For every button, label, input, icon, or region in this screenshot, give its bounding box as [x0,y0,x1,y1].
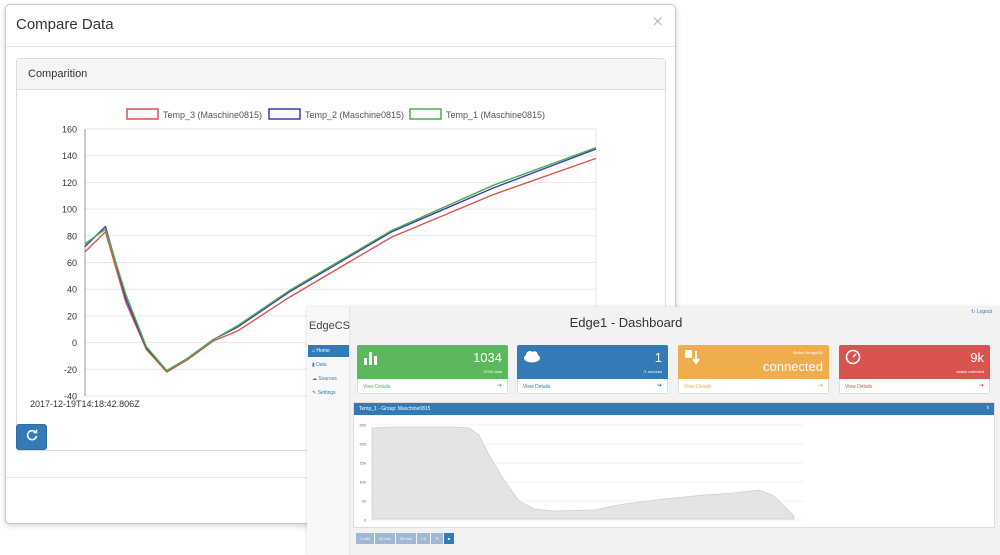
card-subtext: /1 sources [643,369,662,374]
legend-label: Temp_3 (Maschine0815) [163,110,262,120]
y-tick-label: -40 [64,392,77,402]
wrench-icon: ✎ [312,390,318,396]
stop-icon[interactable]: ■ [443,533,455,544]
range-30min-button[interactable]: 30 min [395,533,416,544]
y-tick-label: 120 [62,178,77,188]
series-line-1 [84,157,597,373]
arrow-circle-icon: ➔ [656,383,662,389]
range-1h-button[interactable]: 1 h [416,533,431,544]
y-tick-label: 100 [359,480,366,485]
arrow-circle-icon: ➔ [496,383,502,389]
y-tick-label: 250 [359,423,366,428]
series-line-3 [84,147,597,372]
logout-link[interactable]: ↻ Logout [971,309,992,315]
y-tick-label: 0 [72,338,77,348]
range-button-group: 1 min 15 min 30 min 1 h ↻ ■ [356,533,455,544]
y-tick-label: 150 [359,461,366,466]
cloud-icon [523,349,541,368]
home-icon: ⌂ [312,348,317,354]
cloud-icon: ☁ [312,376,319,382]
card-value: 1 [654,350,662,365]
legend-label: Temp_1 (Maschine0815) [446,110,545,120]
legend-swatch [268,108,301,120]
temp-graph-panel: Temp_1 - Group: Maschine0815 x 250 200 150… [353,402,995,528]
area-series [371,426,795,520]
brand-label: EdgeCS [309,320,350,332]
edgecs-dashboard: EdgeCS ⌂ Home ▮ Data ☁ Sources ✎ Setting… [307,307,1000,555]
sidebar: EdgeCS ⌂ Home ▮ Data ☁ Sources ✎ Setting… [307,307,350,555]
card-subtext: data/s collected [956,369,984,374]
data-count-card: 1034 /1034 data View Details ➔ [357,345,508,394]
refresh-icon[interactable]: ↻ [431,533,443,544]
y-tick-label: 60 [67,258,77,268]
graph-header: Temp_1 - Group: Maschine0815 x [354,403,994,415]
card-status-label: Status MongoDB [792,350,823,355]
modal-header: Compare Data × [6,5,675,47]
chart-timestamp: 2017-12-19T14:18:42.806Z [30,399,140,409]
arrow-circle-icon: ➔ [978,383,984,389]
sources-card: 1 /1 sources View Details ➔ [517,345,668,394]
y-tick-label: 40 [67,285,77,295]
legend-swatch [126,108,159,120]
view-details-link[interactable]: View Details ➔ [678,379,829,394]
sidebar-item-sources[interactable]: ☁ Sources [312,376,337,382]
y-tick-label: 50 [362,499,367,504]
bar-chart-icon [363,349,379,370]
refresh-button[interactable] [16,424,47,450]
card-subtext: /1034 data [483,369,502,374]
range-15min-button[interactable]: 15 min [374,533,395,544]
card-value: 1034 [473,350,502,365]
panel-title: Comparition [17,59,665,90]
y-tick-label: 160 [62,125,77,135]
close-icon[interactable]: x [986,405,990,411]
y-tick-label: 200 [359,442,366,447]
view-details-link[interactable]: View Details ➔ [357,379,508,394]
refresh-icon [26,428,38,446]
rate-card: 9k data/s collected View Details ➔ [839,345,990,394]
sidebar-item-data[interactable]: ▮ Data [312,362,327,368]
y-tick-label: 80 [67,231,77,241]
y-tick-label: 100 [62,205,77,215]
page-title: Edge1 - Dashboard [569,315,683,330]
view-details-link[interactable]: View Details ➔ [517,379,668,394]
legend-swatch [409,108,442,120]
arrow-circle-icon: ➔ [817,383,823,389]
area-chart: 250 200 150 100 50 0 [359,423,804,523]
bar-chart-icon: ▮ [312,362,317,368]
sidebar-item-settings[interactable]: ✎ Settings [312,390,336,396]
y-tick-label: 0 [364,518,367,523]
transfer-icon [684,349,702,370]
close-icon[interactable]: × [651,12,664,30]
dashboard-main: Edge1 - Dashboard ↻ Logout 1034 /1034 da… [351,307,1000,555]
modal-title: Compare Data [16,16,114,33]
y-tick-label: -20 [64,365,77,375]
y-tick-label: 20 [67,311,77,321]
sidebar-item-home[interactable]: ⌂ Home [308,345,349,357]
dashboard-gauge-icon [845,349,861,370]
view-details-link[interactable]: View Details ➔ [839,379,990,394]
card-value: 9k [970,350,984,365]
legend-label: Temp_2 (Maschine0815) [305,110,404,120]
range-1min-button[interactable]: 1 min [356,533,374,544]
mongodb-status-card: Status MongoDB connected View Details ➔ [678,345,829,394]
y-tick-label: 140 [62,151,77,161]
card-value: connected [763,359,823,374]
